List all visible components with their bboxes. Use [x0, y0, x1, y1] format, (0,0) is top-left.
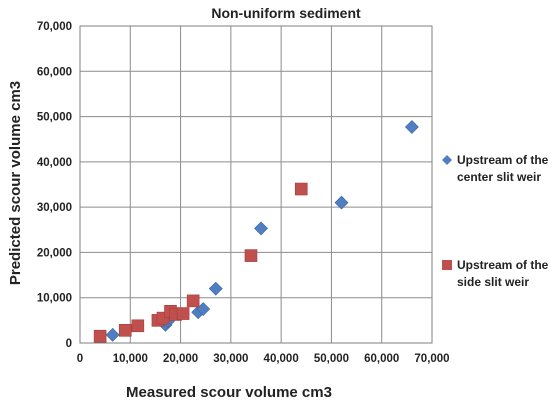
- x-tick-label: 50,000: [314, 353, 349, 365]
- y-tick-label: 70,000: [37, 21, 72, 33]
- y-tick-label: 50,000: [37, 112, 72, 124]
- legend-label: Upstream of the side slit weir: [457, 258, 549, 289]
- plot-area: [79, 25, 433, 344]
- side-slit-point: [131, 319, 145, 333]
- y-tick-label: 40,000: [37, 157, 72, 169]
- x-tick-label: 10,000: [113, 353, 148, 365]
- y-tick-label: 60,000: [37, 66, 72, 78]
- x-tick-label: 40,000: [264, 353, 299, 365]
- side-slit-point: [294, 182, 308, 196]
- center-slit-point: [334, 195, 349, 210]
- y-tick-label: 20,000: [37, 247, 72, 259]
- legend: Upstream of the center slit weir Upstream …: [442, 153, 549, 289]
- side-slit-point: [93, 329, 107, 343]
- x-tick-label: 30,000: [213, 353, 248, 365]
- x-axis-title: Measured scour volume cm3: [126, 384, 332, 401]
- x-tick-label: 70,000: [414, 353, 449, 365]
- legend-marker: [442, 155, 452, 165]
- x-axis-ticks: 0 10,000 20,000 30,000 40,000 50,000 60,000 70,…: [77, 353, 450, 365]
- grid-lines: [79, 25, 433, 344]
- x-tick-label: 0: [77, 353, 83, 365]
- y-axis-ticks: 0 10,000 20,000 30,000 40,000 50,000 60,000 70,…: [37, 21, 72, 350]
- x-tick-label: 60,000: [364, 353, 399, 365]
- y-tick-label: 0: [66, 338, 72, 350]
- chart-title: Non-uniform sediment: [211, 5, 361, 21]
- side-slit-point: [118, 324, 132, 337]
- center-slit-point: [208, 281, 223, 296]
- center-slit-point: [105, 327, 120, 342]
- side-slit-point: [186, 294, 200, 308]
- legend-label: Upstream of the center slit weir: [457, 153, 549, 184]
- y-tick-label: 10,000: [37, 293, 72, 305]
- center-slit-point: [254, 221, 268, 236]
- legend-marker: [442, 260, 452, 270]
- x-tick-label: 20,000: [163, 353, 198, 365]
- legend-entry-1: Upstream of the center slit weir: [442, 153, 549, 184]
- side-slit-point: [244, 249, 258, 262]
- side-slit-point: [176, 307, 190, 320]
- data-points: [93, 120, 419, 343]
- y-tick-label: 30,000: [37, 202, 72, 214]
- center-slit-point: [404, 120, 419, 134]
- y-axis-title: Predicted scour volume cm3: [7, 81, 24, 285]
- legend-entry-2: Upstream of the side slit weir: [442, 258, 549, 289]
